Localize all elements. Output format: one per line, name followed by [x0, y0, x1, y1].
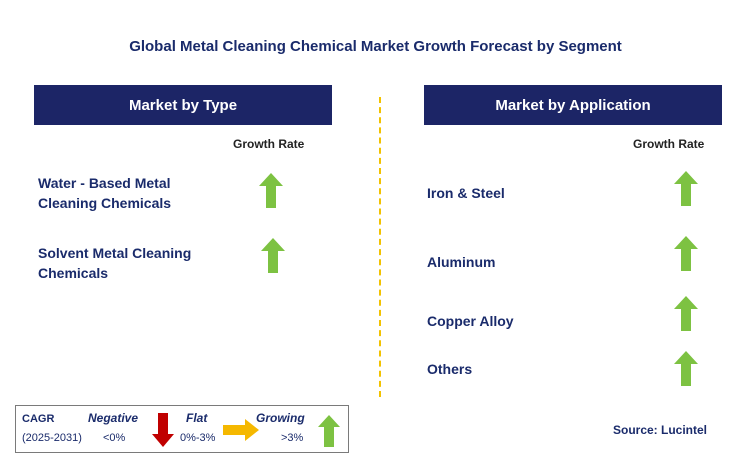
application-item-aluminum: Aluminum: [427, 254, 496, 270]
market-by-application-header: Market by Application: [424, 85, 722, 125]
type-item-solvent-line1: Solvent Metal Cleaning: [38, 245, 192, 261]
market-by-application-header-label: Market by Application: [495, 96, 651, 114]
growth-up-arrow-icon: [259, 173, 283, 208]
legend-period: (2025-2031): [22, 432, 82, 444]
market-by-type-header: Market by Type: [34, 85, 332, 125]
source-note: Source: Lucintel: [613, 423, 708, 437]
application-item-iron-steel: Iron & Steel: [427, 185, 505, 201]
page-title: Global Metal Cleaning Chemical Market Gr…: [129, 38, 622, 55]
application-growth-rate-label: Growth Rate: [633, 137, 705, 151]
negative-down-arrow-icon: [152, 413, 174, 447]
type-item-water-based: Water - Based Metal Cleaning Chemicals: [38, 173, 171, 213]
type-item-water-based-line1: Water - Based Metal: [38, 175, 171, 191]
panel-divider: [379, 97, 381, 397]
legend-cagr-label: CAGR: [22, 413, 55, 425]
legend-flat-range: 0%-3%: [180, 432, 216, 444]
type-growth-rate-label: Growth Rate: [233, 137, 305, 151]
flat-right-arrow-icon: [223, 419, 259, 441]
application-item-copper-alloy: Copper Alloy: [427, 313, 514, 329]
cagr-legend: CAGR (2025-2031) Negative <0% Flat 0%-3%…: [15, 405, 349, 453]
growth-up-arrow-icon: [674, 171, 698, 206]
legend-flat-label: Flat: [186, 411, 208, 425]
type-item-water-based-line2: Cleaning Chemicals: [38, 195, 172, 211]
growth-up-arrow-icon: [674, 236, 698, 271]
growing-up-arrow-icon: [318, 415, 340, 447]
legend-negative-label: Negative: [88, 411, 139, 425]
application-item-others: Others: [427, 361, 473, 377]
legend-growing-range: >3%: [281, 432, 304, 444]
type-item-solvent-line2: Chemicals: [38, 265, 109, 281]
market-by-type-header-label: Market by Type: [128, 96, 238, 114]
legend-negative-range: <0%: [103, 432, 126, 444]
growth-up-arrow-icon: [261, 238, 285, 273]
growth-up-arrow-icon: [674, 351, 698, 386]
legend-growing-label: Growing: [256, 411, 305, 425]
growth-up-arrow-icon: [674, 296, 698, 331]
type-item-solvent: Solvent Metal Cleaning Chemicals: [38, 243, 191, 283]
